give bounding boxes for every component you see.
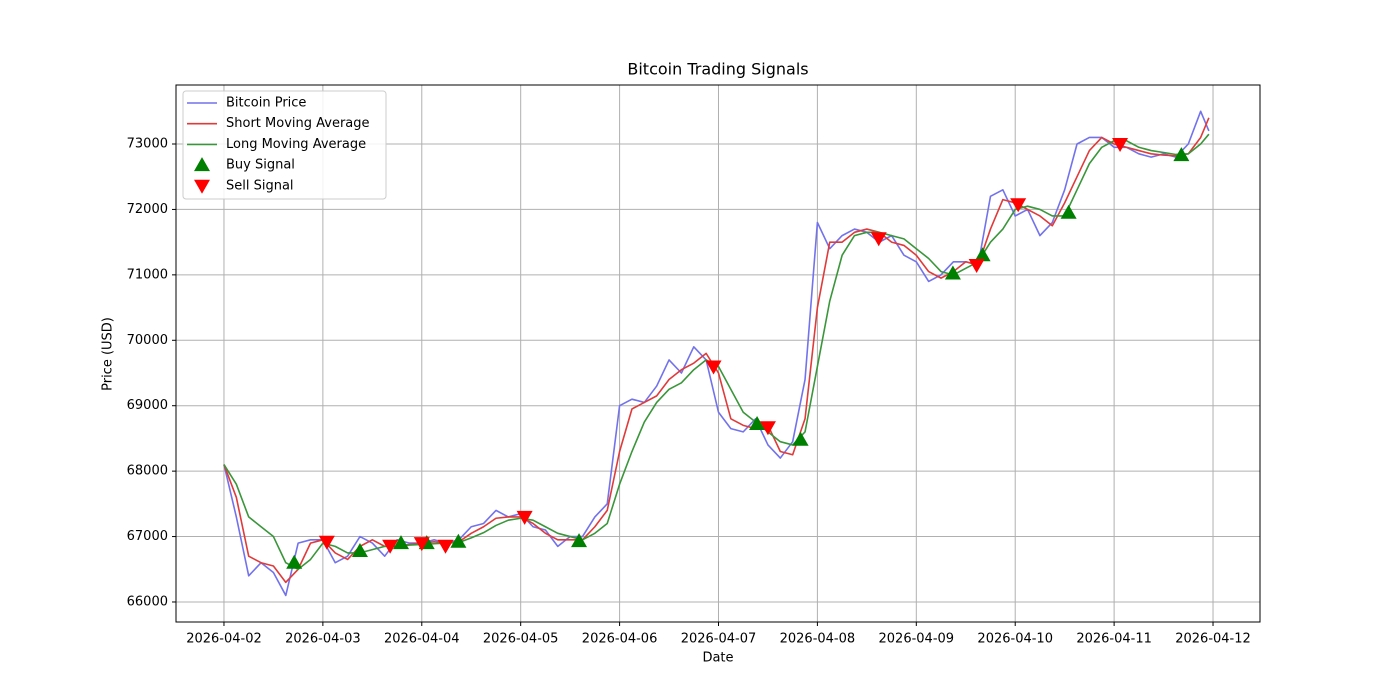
signal-marker	[1010, 198, 1027, 213]
legend-label: Sell Signal	[226, 178, 294, 193]
x-axis-label: Date	[702, 651, 733, 666]
legend-label: Bitcoin Price	[226, 96, 306, 111]
chart-title: Bitcoin Trading Signals	[627, 60, 808, 79]
signal-marker	[870, 232, 887, 247]
signal-marker	[393, 535, 410, 550]
y-tick-label: 66000	[127, 594, 168, 609]
x-tick-label: 2026-04-08	[780, 632, 856, 647]
x-tick-label: 2026-04-05	[483, 632, 559, 647]
signal-marker	[968, 259, 985, 274]
x-tick-label: 2026-04-09	[879, 632, 955, 647]
x-tick-label: 2026-04-11	[1076, 632, 1152, 647]
legend-marker	[194, 179, 210, 194]
x-tick-label: 2026-04-02	[186, 632, 262, 647]
signal-marker	[749, 416, 766, 431]
x-tick-label: 2026-04-07	[681, 632, 757, 647]
signal-marker	[759, 421, 776, 436]
y-axis-label: Price (USD)	[101, 317, 116, 391]
signal-marker	[705, 360, 722, 375]
legend-label: Short Moving Average	[226, 116, 370, 131]
signal-marker	[1112, 138, 1129, 153]
signal-marker	[1173, 147, 1190, 162]
legend-label: Buy Signal	[226, 158, 295, 173]
y-tick-label: 73000	[127, 137, 168, 152]
legend-marker	[194, 157, 210, 172]
signal-marker	[1060, 204, 1077, 219]
x-tick-label: 2026-04-06	[582, 632, 658, 647]
legend-box	[182, 90, 387, 200]
y-tick-label: 71000	[127, 267, 168, 282]
signal-marker	[944, 265, 961, 280]
signal-marker	[516, 510, 533, 525]
legend-label: Long Moving Average	[226, 137, 366, 152]
y-tick-label: 72000	[127, 202, 168, 217]
plot-frame	[175, 84, 1261, 623]
signal-marker	[450, 533, 467, 548]
x-tick-label: 2026-04-03	[285, 632, 361, 647]
signal-marker	[792, 431, 809, 446]
signal-marker	[382, 539, 399, 554]
x-tick-label: 2026-04-04	[384, 632, 460, 647]
x-tick-label: 2026-04-10	[977, 632, 1053, 647]
signal-marker	[413, 537, 430, 552]
signal-marker	[286, 554, 303, 569]
y-tick-label: 70000	[127, 333, 168, 348]
signal-marker	[437, 539, 454, 554]
y-tick-label: 67000	[127, 529, 168, 544]
signal-marker	[974, 247, 991, 262]
y-tick-label: 69000	[127, 398, 168, 413]
signal-marker	[318, 535, 335, 550]
signal-marker	[571, 533, 588, 548]
x-tick-label: 2026-04-12	[1175, 632, 1251, 647]
signal-marker	[351, 542, 368, 557]
y-tick-label: 68000	[127, 464, 168, 479]
